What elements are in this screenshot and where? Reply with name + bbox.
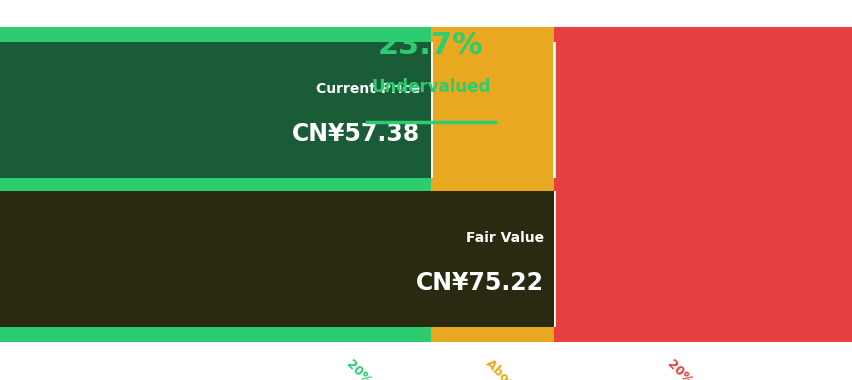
Text: About Right: About Right <box>483 357 551 380</box>
Bar <box>430 327 554 342</box>
Text: Fair Value: Fair Value <box>465 231 544 245</box>
Text: 23.7%: 23.7% <box>377 31 483 60</box>
Bar <box>554 27 852 342</box>
Bar <box>430 177 554 191</box>
Bar <box>0 42 430 177</box>
Bar <box>554 27 852 42</box>
Bar <box>554 327 852 342</box>
Bar <box>0 191 554 327</box>
Bar <box>0 27 430 342</box>
Text: CN¥57.38: CN¥57.38 <box>292 122 420 146</box>
Text: CN¥75.22: CN¥75.22 <box>416 271 544 295</box>
Text: Undervalued: Undervalued <box>371 78 490 97</box>
Text: Current Price: Current Price <box>316 82 420 97</box>
Bar <box>430 27 554 342</box>
Bar <box>430 27 554 42</box>
Text: 20% Overvalued: 20% Overvalued <box>664 357 754 380</box>
Bar <box>0 27 430 42</box>
Text: 20% Undervalued: 20% Undervalued <box>343 357 440 380</box>
Bar <box>554 177 852 191</box>
Bar <box>0 327 430 342</box>
Bar <box>0 177 430 191</box>
